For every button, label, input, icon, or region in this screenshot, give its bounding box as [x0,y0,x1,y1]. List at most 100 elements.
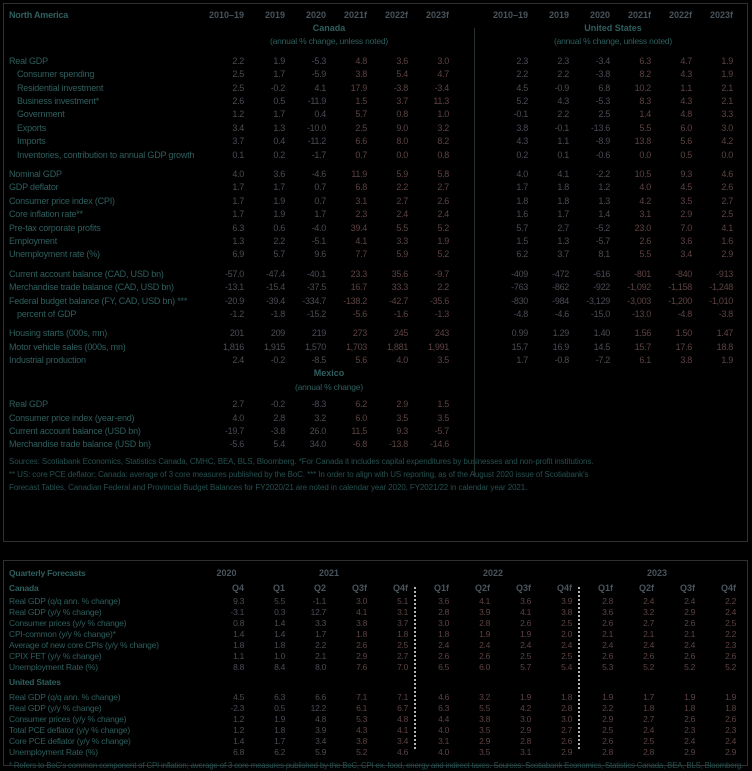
table-row: Motor vehicle sales (000s, mn) 1,816 1,915… [4,340,747,353]
quarter-value: 4.8 [397,713,408,724]
us-value: 3.3 [721,109,733,120]
us-value: 1.3 [598,195,610,206]
table-row: Current account balance (CAD, USD bn) -57… [4,267,747,280]
year-header-us: 2022f [668,9,692,20]
quarter-value: 3.7 [397,617,408,628]
us-value: 1.8 [557,182,569,193]
canada-value: 201 [229,328,244,339]
canada-value: 2.5 [232,69,244,80]
quarter-value: 4.0 [438,746,449,757]
quarter-value: 3.8 [561,606,572,617]
row-label: Housing starts (000s, mn) [9,328,108,339]
us-value: -5.2 [595,222,611,233]
quarter-value: 2.6 [602,617,613,628]
row-label: Consumer price index (CPI) [9,195,115,206]
quarter-value: 2.5 [520,650,531,661]
quarter-value: 3.9 [561,595,572,606]
us-value: 1.47 [716,328,734,339]
quarter-value: 1.9 [725,691,736,702]
table-row: GDP deflator 1.7 1.7 0.7 6.8 2.2 2.7 1.7 1.8 1.2 4… [4,181,747,194]
canada-value: 1.3 [273,122,285,133]
year-header-canada: 2022f [384,9,408,20]
us-value: 1.1 [680,82,692,93]
canada-value: 35.6 [391,268,409,279]
mexico-value: 3.5 [437,412,449,423]
quarter-value: 1.8 [684,702,695,713]
canada-value: 5.7 [355,109,367,120]
us-value: 4.0 [639,182,651,193]
row-label: Motor vehicle sales (000s, mn) [9,341,126,352]
canada-value: 0.8 [396,109,408,120]
canada-value: 3.1 [355,195,367,206]
us-value: 6.1 [639,355,651,366]
table-row: CPI-common (y/y % change)* 1.4 1.4 1.7 1.8 1.… [4,628,747,639]
row-label: Unemployment Rate (%) [9,661,98,672]
table-row: Consumer prices (y/y % change) 0.8 1.4 3.3 3… [4,617,747,628]
us-value: -5.7 [595,235,611,246]
canada-value: 0.2 [273,149,285,160]
canada-value: 1.7 [273,182,285,193]
quarter-value: 2.7 [397,650,408,661]
canada-value: 1.5 [355,96,367,107]
us-value: 1.4 [598,209,610,220]
us-value: 6.0 [680,122,692,133]
canada-value: 11.9 [351,168,367,179]
canada-value: 6.6 [355,136,367,147]
us-value: 1.7 [557,209,569,220]
year-header-us: 2023f [709,9,733,20]
quarter-value: 7.0 [397,661,408,672]
quarter-value: 2.4 [561,639,572,650]
quarter-value: 4.2 [520,702,531,713]
mexico-value: -6.8 [352,439,368,450]
quarter-value: 1.7 [643,691,654,702]
us-value: -1,200 [668,295,692,306]
table-row: Current account balance (USD bn) -19.7 -3.… [4,424,747,437]
canada-value: -15.2 [306,308,326,319]
canada-value: 3.0 [437,55,449,66]
row-label: Real GDP (y/y % change) [9,606,102,617]
us-value: -4.8 [513,308,529,319]
row-label: Pre-tax corporate profits [9,222,101,233]
us-value: 0.1 [557,149,569,160]
us-value: 4.2 [721,136,733,147]
table-row: Merchandise trade balance (CAD, USD bn) -… [4,280,747,293]
quarter-value: 2.7 [643,617,654,628]
us-value: 2.7 [557,222,569,233]
us-value: -801 [634,268,651,279]
quarter-value: 2.6 [561,735,572,746]
canada-value: 3.2 [437,122,449,133]
table-row: Consumer price index (year-end) 4.0 2.8 3.2… [4,411,747,424]
mexico-value: 11.5 [351,426,367,437]
row-label: Merchandise trade balance (USD bn) [9,439,151,450]
mexico-header-row: Mexico [4,367,747,380]
canada-value: -0.2 [270,355,286,366]
quarter-header: Q1 [272,582,285,593]
canada-value: -1.2 [229,308,245,319]
quarter-value: 2.6 [479,650,490,661]
quarter-value: 2.9 [561,746,572,757]
canada-value: 5.6 [355,355,367,366]
quarter-value: 1.4 [274,628,285,639]
year-header-canada: 2020 [305,9,326,20]
us-value: 2.3 [516,55,528,66]
quarter-value: 5.7 [520,661,531,672]
canada-value: 0.6 [273,222,285,233]
canada-value: 2.6 [232,96,244,107]
quarter-value: 3.1 [438,735,449,746]
quarter-value: 2.6 [602,735,613,746]
table-row: CPIX FET (y/y % change) 1.1 1.0 2.1 2.9 2.7 2.… [4,650,747,661]
us-value: 5.5 [639,249,651,260]
us-value: -13.0 [631,308,651,319]
canada-value: -37.5 [306,282,326,293]
row-label: CPIX FET (y/y % change) [9,650,102,661]
quarter-value: 5.1 [397,595,408,606]
quarter-value: 2.4 [725,735,736,746]
us-value: 23.0 [634,222,652,233]
quarter-value: 1.8 [233,639,244,650]
table-row: Nominal GDP 4.0 3.6 -4.6 11.9 5.9 5.8 4.0 4.1 -2.… [4,167,747,180]
canada-value: 1,881 [386,341,408,352]
row-label: Imports [17,136,46,147]
quarter-value: 6.8 [233,746,244,757]
canada-value: 2.3 [355,209,367,220]
canada-value: -39.4 [265,295,285,306]
